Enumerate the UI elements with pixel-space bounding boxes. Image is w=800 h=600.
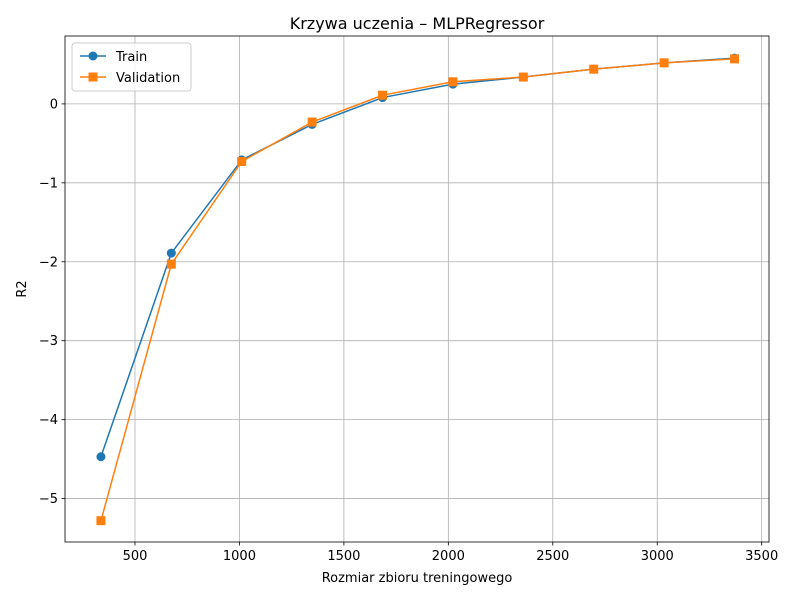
data-point-validation (730, 54, 740, 64)
data-point-train (96, 452, 106, 462)
data-point-validation (659, 58, 669, 68)
x-tick-label: 2500 (536, 549, 569, 564)
series-line-validation (100, 58, 735, 521)
legend: Train Validation (71, 42, 192, 92)
data-point-validation (518, 72, 528, 82)
legend-box (71, 42, 192, 92)
y-tick-label: −1 (39, 176, 58, 191)
x-tick-label: 1000 (223, 549, 256, 564)
x-tick-label: 3500 (745, 549, 778, 564)
x-tick-label: 3000 (641, 549, 674, 564)
y-axis-title: R2 (15, 280, 30, 297)
data-point-validation (166, 259, 176, 269)
y-tick-label: −2 (39, 255, 58, 270)
x-axis-title: Rozmiar zbioru treningowego (322, 571, 513, 586)
data-point-validation (448, 77, 458, 87)
legend-marker-validation (88, 72, 98, 82)
axis-ticks: 500 1000 1500 2000 2500 3000 3500 −5 −4 −3 −2 −1 0 (39, 97, 778, 564)
data-point-validation (378, 90, 388, 100)
data-point-validation (589, 64, 599, 74)
legend-marker-train (88, 51, 98, 61)
y-tick-label: −5 (39, 492, 58, 507)
y-tick-label: 0 (50, 97, 58, 112)
y-tick-label: −3 (39, 334, 58, 349)
data-point-validation (237, 157, 247, 167)
data-point-train (166, 248, 176, 258)
x-tick-label: 500 (123, 549, 148, 564)
chart-title: Krzywa uczenia – MLPRegressor (290, 14, 545, 33)
data-point-validation (307, 117, 317, 127)
x-tick-label: 1500 (327, 549, 360, 564)
plot-area-frame (64, 35, 770, 543)
legend-label-train: Train (115, 50, 147, 65)
data-point-validation (96, 516, 106, 526)
grid-lines (65, 36, 769, 542)
legend-label-validation: Validation (116, 71, 180, 86)
series-layer (96, 53, 740, 526)
x-tick-label: 2000 (432, 549, 465, 564)
y-tick-label: −4 (39, 413, 58, 428)
